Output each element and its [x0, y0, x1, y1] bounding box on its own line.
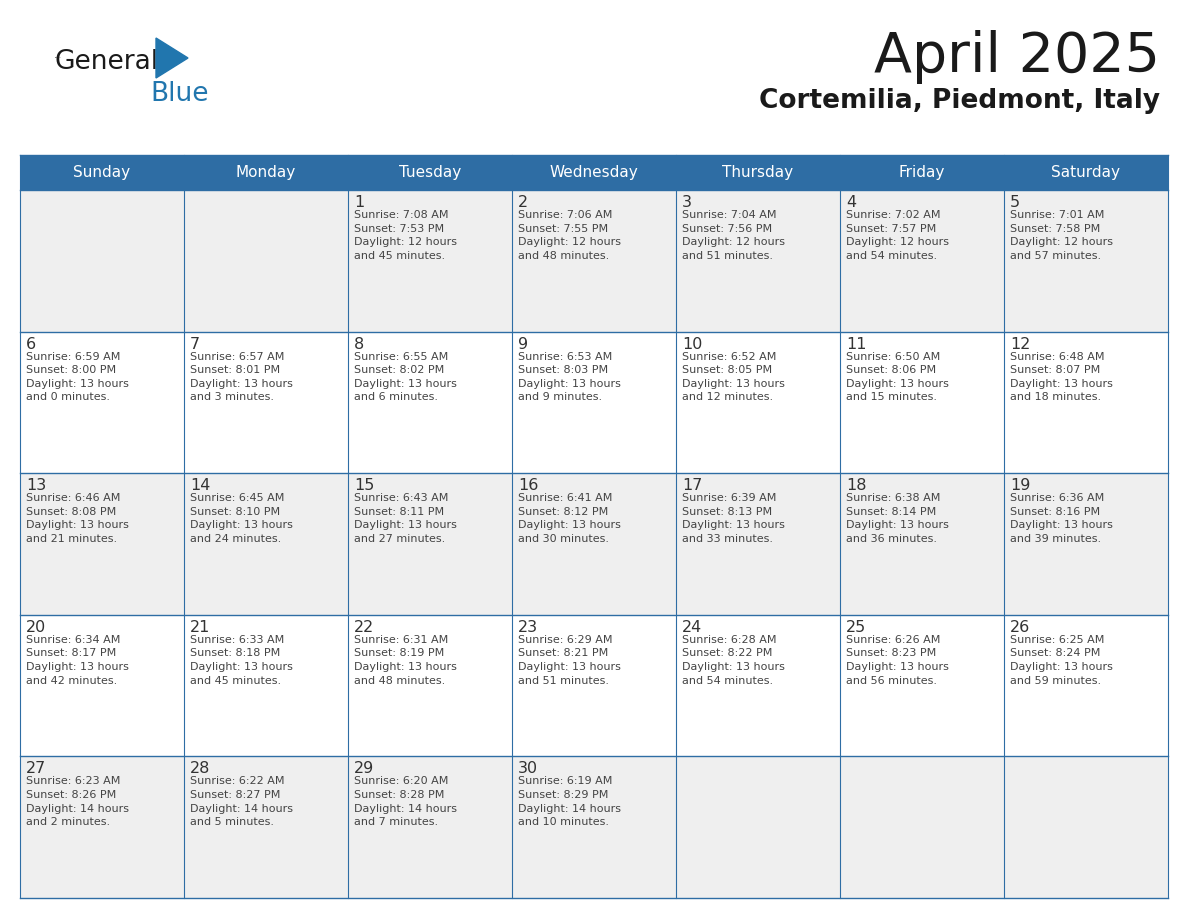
Text: 25: 25 [846, 620, 866, 635]
Text: Blue: Blue [150, 81, 209, 107]
Text: 30: 30 [518, 761, 538, 777]
Text: 16: 16 [518, 478, 538, 493]
Text: April 2025: April 2025 [874, 30, 1159, 84]
Text: Sunrise: 6:29 AM
Sunset: 8:21 PM
Daylight: 13 hours
and 51 minutes.: Sunrise: 6:29 AM Sunset: 8:21 PM Dayligh… [518, 635, 621, 686]
Text: Sunrise: 6:41 AM
Sunset: 8:12 PM
Daylight: 13 hours
and 30 minutes.: Sunrise: 6:41 AM Sunset: 8:12 PM Dayligh… [518, 493, 621, 544]
Text: Cortemilia, Piedmont, Italy: Cortemilia, Piedmont, Italy [759, 88, 1159, 114]
Text: 14: 14 [190, 478, 210, 493]
Text: Sunrise: 6:39 AM
Sunset: 8:13 PM
Daylight: 13 hours
and 33 minutes.: Sunrise: 6:39 AM Sunset: 8:13 PM Dayligh… [682, 493, 785, 544]
Text: Sunrise: 6:46 AM
Sunset: 8:08 PM
Daylight: 13 hours
and 21 minutes.: Sunrise: 6:46 AM Sunset: 8:08 PM Dayligh… [26, 493, 128, 544]
Text: 17: 17 [682, 478, 702, 493]
Text: 18: 18 [846, 478, 866, 493]
Text: 4: 4 [846, 195, 857, 210]
Text: 27: 27 [26, 761, 46, 777]
Text: Sunrise: 6:36 AM
Sunset: 8:16 PM
Daylight: 13 hours
and 39 minutes.: Sunrise: 6:36 AM Sunset: 8:16 PM Dayligh… [1010, 493, 1113, 544]
Text: 6: 6 [26, 337, 36, 352]
Text: 26: 26 [1010, 620, 1030, 635]
Text: Sunrise: 7:02 AM
Sunset: 7:57 PM
Daylight: 12 hours
and 54 minutes.: Sunrise: 7:02 AM Sunset: 7:57 PM Dayligh… [846, 210, 949, 261]
Text: Sunrise: 6:43 AM
Sunset: 8:11 PM
Daylight: 13 hours
and 27 minutes.: Sunrise: 6:43 AM Sunset: 8:11 PM Dayligh… [354, 493, 457, 544]
Text: 7: 7 [190, 337, 200, 352]
Text: Sunrise: 6:26 AM
Sunset: 8:23 PM
Daylight: 13 hours
and 56 minutes.: Sunrise: 6:26 AM Sunset: 8:23 PM Dayligh… [846, 635, 949, 686]
Text: 19: 19 [1010, 478, 1030, 493]
Bar [20, 331, 1168, 473]
Text: Thursday: Thursday [722, 165, 794, 180]
Text: 21: 21 [190, 620, 210, 635]
Text: Sunrise: 6:45 AM
Sunset: 8:10 PM
Daylight: 13 hours
and 24 minutes.: Sunrise: 6:45 AM Sunset: 8:10 PM Dayligh… [190, 493, 293, 544]
Text: 13: 13 [26, 478, 46, 493]
Bar [20, 190, 1168, 331]
Text: Friday: Friday [899, 165, 946, 180]
Bar [20, 155, 1168, 190]
Text: Sunrise: 6:22 AM
Sunset: 8:27 PM
Daylight: 14 hours
and 5 minutes.: Sunrise: 6:22 AM Sunset: 8:27 PM Dayligh… [190, 777, 293, 827]
Text: General: General [55, 49, 159, 75]
Text: Sunrise: 6:23 AM
Sunset: 8:26 PM
Daylight: 14 hours
and 2 minutes.: Sunrise: 6:23 AM Sunset: 8:26 PM Dayligh… [26, 777, 129, 827]
Text: 9: 9 [518, 337, 529, 352]
Text: 5: 5 [1010, 195, 1020, 210]
Text: 20: 20 [26, 620, 46, 635]
Text: Sunrise: 6:19 AM
Sunset: 8:29 PM
Daylight: 14 hours
and 10 minutes.: Sunrise: 6:19 AM Sunset: 8:29 PM Dayligh… [518, 777, 621, 827]
Text: Wednesday: Wednesday [550, 165, 638, 180]
Text: Sunrise: 7:04 AM
Sunset: 7:56 PM
Daylight: 12 hours
and 51 minutes.: Sunrise: 7:04 AM Sunset: 7:56 PM Dayligh… [682, 210, 785, 261]
Text: Sunrise: 6:20 AM
Sunset: 8:28 PM
Daylight: 14 hours
and 7 minutes.: Sunrise: 6:20 AM Sunset: 8:28 PM Dayligh… [354, 777, 457, 827]
Polygon shape [156, 38, 188, 78]
Text: Sunrise: 6:48 AM
Sunset: 8:07 PM
Daylight: 13 hours
and 18 minutes.: Sunrise: 6:48 AM Sunset: 8:07 PM Dayligh… [1010, 352, 1113, 402]
Text: Sunday: Sunday [74, 165, 131, 180]
Text: Sunrise: 6:31 AM
Sunset: 8:19 PM
Daylight: 13 hours
and 48 minutes.: Sunrise: 6:31 AM Sunset: 8:19 PM Dayligh… [354, 635, 457, 686]
Text: 11: 11 [846, 337, 866, 352]
Text: 8: 8 [354, 337, 365, 352]
Text: 22: 22 [354, 620, 374, 635]
Text: 24: 24 [682, 620, 702, 635]
Bar [20, 756, 1168, 898]
Text: 1: 1 [354, 195, 365, 210]
Text: Sunrise: 6:34 AM
Sunset: 8:17 PM
Daylight: 13 hours
and 42 minutes.: Sunrise: 6:34 AM Sunset: 8:17 PM Dayligh… [26, 635, 128, 686]
Text: Sunrise: 6:25 AM
Sunset: 8:24 PM
Daylight: 13 hours
and 59 minutes.: Sunrise: 6:25 AM Sunset: 8:24 PM Dayligh… [1010, 635, 1113, 686]
Text: Tuesday: Tuesday [399, 165, 461, 180]
Text: 2: 2 [518, 195, 529, 210]
Text: Sunrise: 6:55 AM
Sunset: 8:02 PM
Daylight: 13 hours
and 6 minutes.: Sunrise: 6:55 AM Sunset: 8:02 PM Dayligh… [354, 352, 457, 402]
Bar [20, 615, 1168, 756]
Text: Sunrise: 7:06 AM
Sunset: 7:55 PM
Daylight: 12 hours
and 48 minutes.: Sunrise: 7:06 AM Sunset: 7:55 PM Dayligh… [518, 210, 621, 261]
Text: Sunrise: 7:08 AM
Sunset: 7:53 PM
Daylight: 12 hours
and 45 minutes.: Sunrise: 7:08 AM Sunset: 7:53 PM Dayligh… [354, 210, 457, 261]
Text: 3: 3 [682, 195, 691, 210]
Text: Sunrise: 7:01 AM
Sunset: 7:58 PM
Daylight: 12 hours
and 57 minutes.: Sunrise: 7:01 AM Sunset: 7:58 PM Dayligh… [1010, 210, 1113, 261]
Text: Sunrise: 6:28 AM
Sunset: 8:22 PM
Daylight: 13 hours
and 54 minutes.: Sunrise: 6:28 AM Sunset: 8:22 PM Dayligh… [682, 635, 785, 686]
Text: Sunrise: 6:53 AM
Sunset: 8:03 PM
Daylight: 13 hours
and 9 minutes.: Sunrise: 6:53 AM Sunset: 8:03 PM Dayligh… [518, 352, 621, 402]
Text: Sunrise: 6:33 AM
Sunset: 8:18 PM
Daylight: 13 hours
and 45 minutes.: Sunrise: 6:33 AM Sunset: 8:18 PM Dayligh… [190, 635, 293, 686]
Text: Monday: Monday [236, 165, 296, 180]
Text: Saturday: Saturday [1051, 165, 1120, 180]
Text: 29: 29 [354, 761, 374, 777]
Text: 10: 10 [682, 337, 702, 352]
Text: 23: 23 [518, 620, 538, 635]
Text: Sunrise: 6:59 AM
Sunset: 8:00 PM
Daylight: 13 hours
and 0 minutes.: Sunrise: 6:59 AM Sunset: 8:00 PM Dayligh… [26, 352, 128, 402]
Text: Sunrise: 6:57 AM
Sunset: 8:01 PM
Daylight: 13 hours
and 3 minutes.: Sunrise: 6:57 AM Sunset: 8:01 PM Dayligh… [190, 352, 293, 402]
Text: 15: 15 [354, 478, 374, 493]
Text: Sunrise: 6:52 AM
Sunset: 8:05 PM
Daylight: 13 hours
and 12 minutes.: Sunrise: 6:52 AM Sunset: 8:05 PM Dayligh… [682, 352, 785, 402]
Text: #1a1a1a: #1a1a1a [55, 58, 62, 59]
Text: Sunrise: 6:38 AM
Sunset: 8:14 PM
Daylight: 13 hours
and 36 minutes.: Sunrise: 6:38 AM Sunset: 8:14 PM Dayligh… [846, 493, 949, 544]
Text: Sunrise: 6:50 AM
Sunset: 8:06 PM
Daylight: 13 hours
and 15 minutes.: Sunrise: 6:50 AM Sunset: 8:06 PM Dayligh… [846, 352, 949, 402]
Text: 28: 28 [190, 761, 210, 777]
Text: 12: 12 [1010, 337, 1030, 352]
Bar [20, 473, 1168, 615]
